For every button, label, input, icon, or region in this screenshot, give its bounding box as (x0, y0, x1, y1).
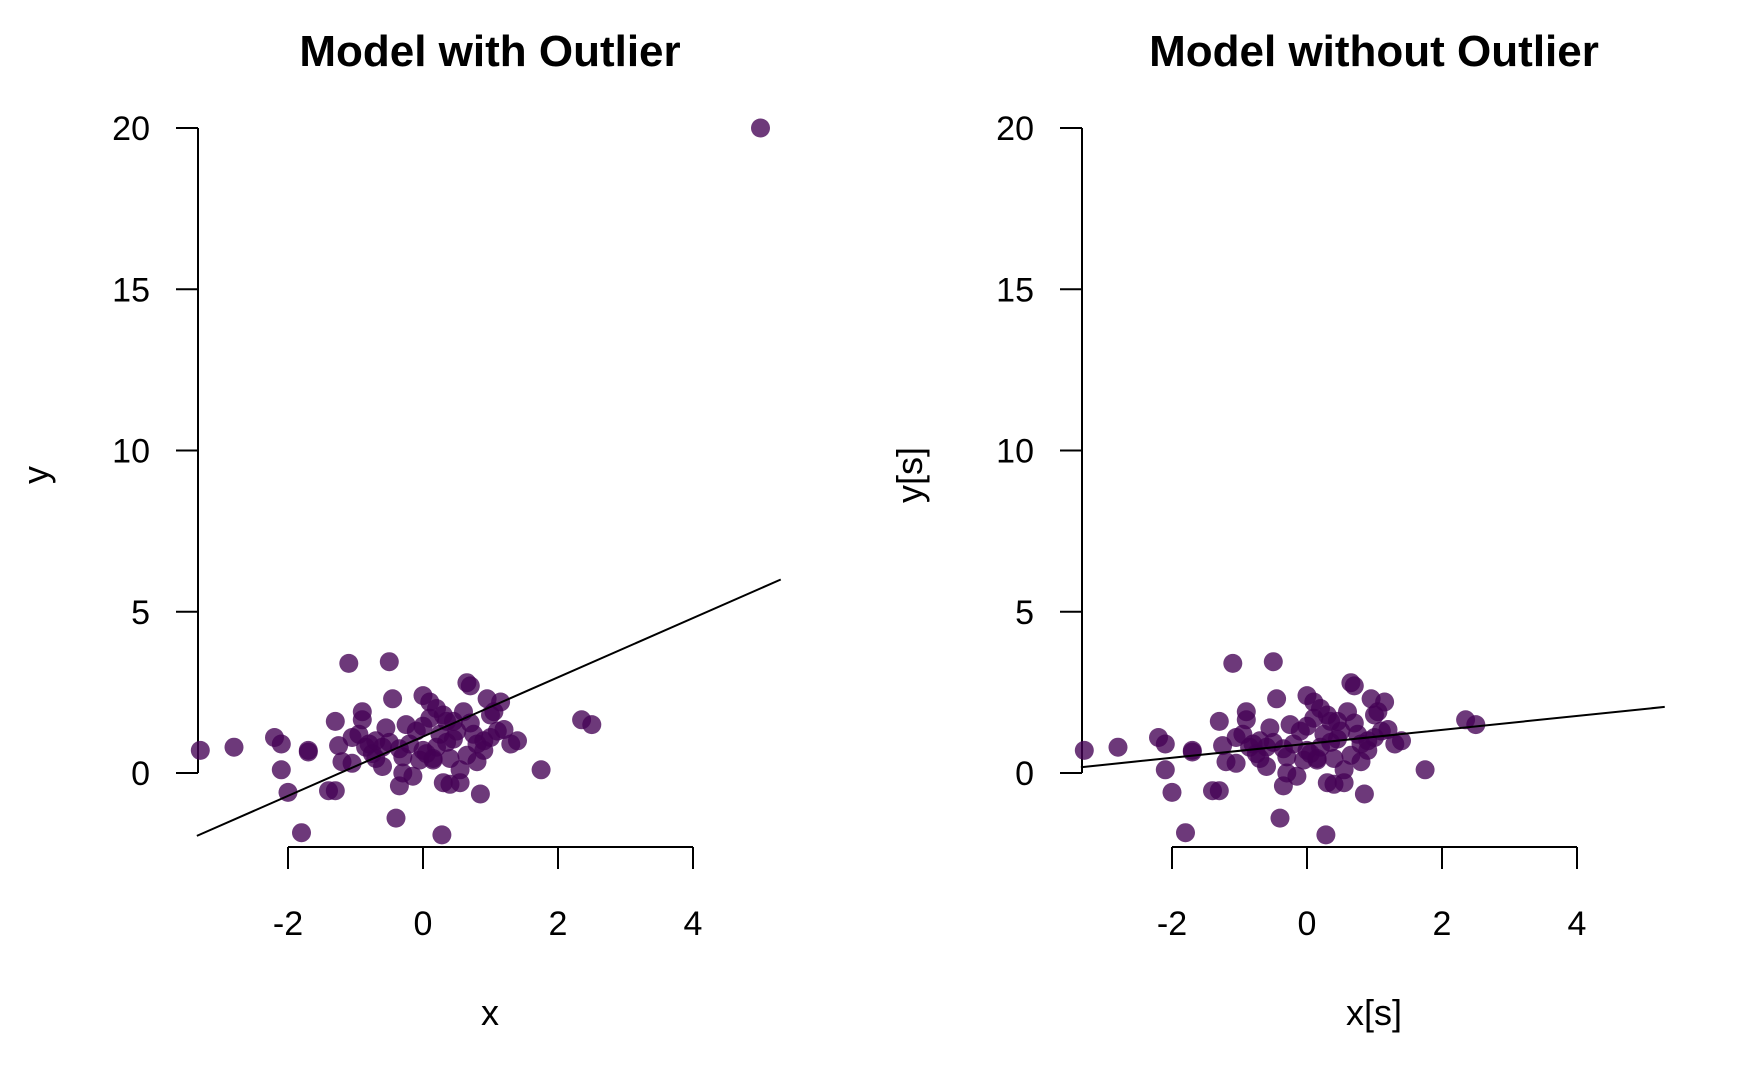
y-axis-label: y (15, 466, 56, 484)
y-tick-label: 20 (996, 110, 1034, 148)
scatter-points (1074, 652, 1486, 845)
data-point (582, 715, 602, 735)
regression-line (196, 578, 782, 837)
data-point (1226, 728, 1246, 747)
fit-line (196, 578, 782, 837)
data-point (1267, 689, 1287, 709)
panel-title: Model without Outlier (1149, 27, 1599, 76)
data-point (1155, 734, 1175, 754)
data-point (1257, 757, 1276, 776)
data-point (298, 742, 318, 762)
data-point (1223, 653, 1243, 673)
data-point (1108, 737, 1128, 757)
x-axis-label: x[s] (1346, 992, 1402, 1033)
y-tick-label: 5 (131, 594, 150, 632)
y-tick-label: 15 (112, 271, 150, 309)
data-point (1209, 781, 1229, 801)
data-point (1344, 676, 1364, 696)
tick-labels: 0 5 10 15 20 -2 0 2 4 (112, 110, 702, 943)
data-point (1162, 782, 1182, 802)
data-point (224, 737, 244, 757)
data-point (460, 676, 480, 696)
data-point (1316, 825, 1336, 845)
data-point (1250, 731, 1270, 751)
data-point (1334, 773, 1354, 793)
data-point (1392, 731, 1411, 751)
y-tick-label: 15 (996, 271, 1034, 309)
data-point (271, 734, 291, 754)
x-axis-label: x (481, 992, 499, 1033)
data-point (1358, 740, 1378, 760)
data-point (190, 740, 210, 760)
data-point (325, 711, 345, 731)
data-point (1260, 718, 1280, 738)
data-point (470, 784, 490, 804)
scatter-points (190, 118, 770, 845)
data-point (342, 753, 362, 773)
data-point (494, 720, 514, 739)
y-tick-label: 0 (131, 755, 150, 793)
data-point (271, 760, 291, 780)
data-point (366, 731, 386, 751)
data-point (1277, 763, 1297, 783)
data-point (386, 808, 406, 828)
data-point (292, 823, 311, 843)
x-tick-label: 4 (1568, 905, 1587, 943)
x-tick-label: 0 (1298, 905, 1317, 943)
x-tick-label: -2 (1157, 905, 1187, 943)
data-point (379, 652, 399, 672)
data-point (508, 731, 527, 751)
y-tick-label: 10 (112, 433, 150, 471)
data-point (342, 728, 362, 747)
data-point (1155, 760, 1175, 780)
x-tick-label: 2 (1433, 905, 1452, 943)
data-point (1236, 702, 1256, 722)
data-point (1270, 808, 1290, 828)
y-tick-label: 0 (1015, 755, 1034, 793)
data-point (339, 653, 359, 673)
fit-line (1080, 705, 1665, 769)
data-point (751, 118, 770, 138)
data-point (376, 718, 396, 738)
data-point (474, 740, 494, 760)
data-point (1307, 749, 1327, 768)
data-point (1226, 753, 1246, 773)
data-point (1327, 711, 1347, 731)
data-point (1375, 692, 1395, 712)
y-tick-label: 5 (1015, 594, 1034, 632)
axes (176, 127, 694, 869)
data-point (423, 749, 443, 768)
data-point (383, 689, 403, 709)
data-point (1074, 740, 1094, 760)
data-point (1415, 760, 1435, 780)
x-tick-label: 0 (414, 905, 433, 943)
data-point (393, 763, 413, 783)
tick-labels: 0 5 10 15 20 -2 0 2 4 (996, 110, 1586, 943)
data-point (1466, 715, 1486, 735)
x-tick-label: -2 (273, 905, 303, 943)
y-tick-label: 10 (996, 433, 1034, 471)
x-tick-label: 4 (684, 905, 703, 943)
data-point (352, 702, 372, 722)
x-tick-label: 2 (549, 905, 568, 943)
data-point (531, 760, 551, 780)
panel-title: Model with Outlier (299, 27, 680, 76)
data-point (1176, 823, 1195, 843)
panel-with-outlier: Model with Outlier x y 0 5 10 15 20 -2 0 2 4 (15, 27, 782, 1033)
data-point (1182, 742, 1202, 762)
y-axis-label: y[s] (889, 447, 930, 503)
data-point (373, 757, 392, 776)
y-tick-label: 20 (112, 110, 150, 148)
axes (1060, 127, 1578, 869)
data-point (1354, 784, 1374, 804)
data-point (432, 825, 452, 845)
regression-line (1080, 705, 1665, 769)
data-point (325, 781, 345, 801)
panel-without-outlier: Model without Outlier x[s] y[s] 05101520… (889, 27, 1665, 1033)
data-point (1263, 652, 1283, 672)
data-point (1209, 711, 1229, 731)
data-point (450, 773, 470, 793)
